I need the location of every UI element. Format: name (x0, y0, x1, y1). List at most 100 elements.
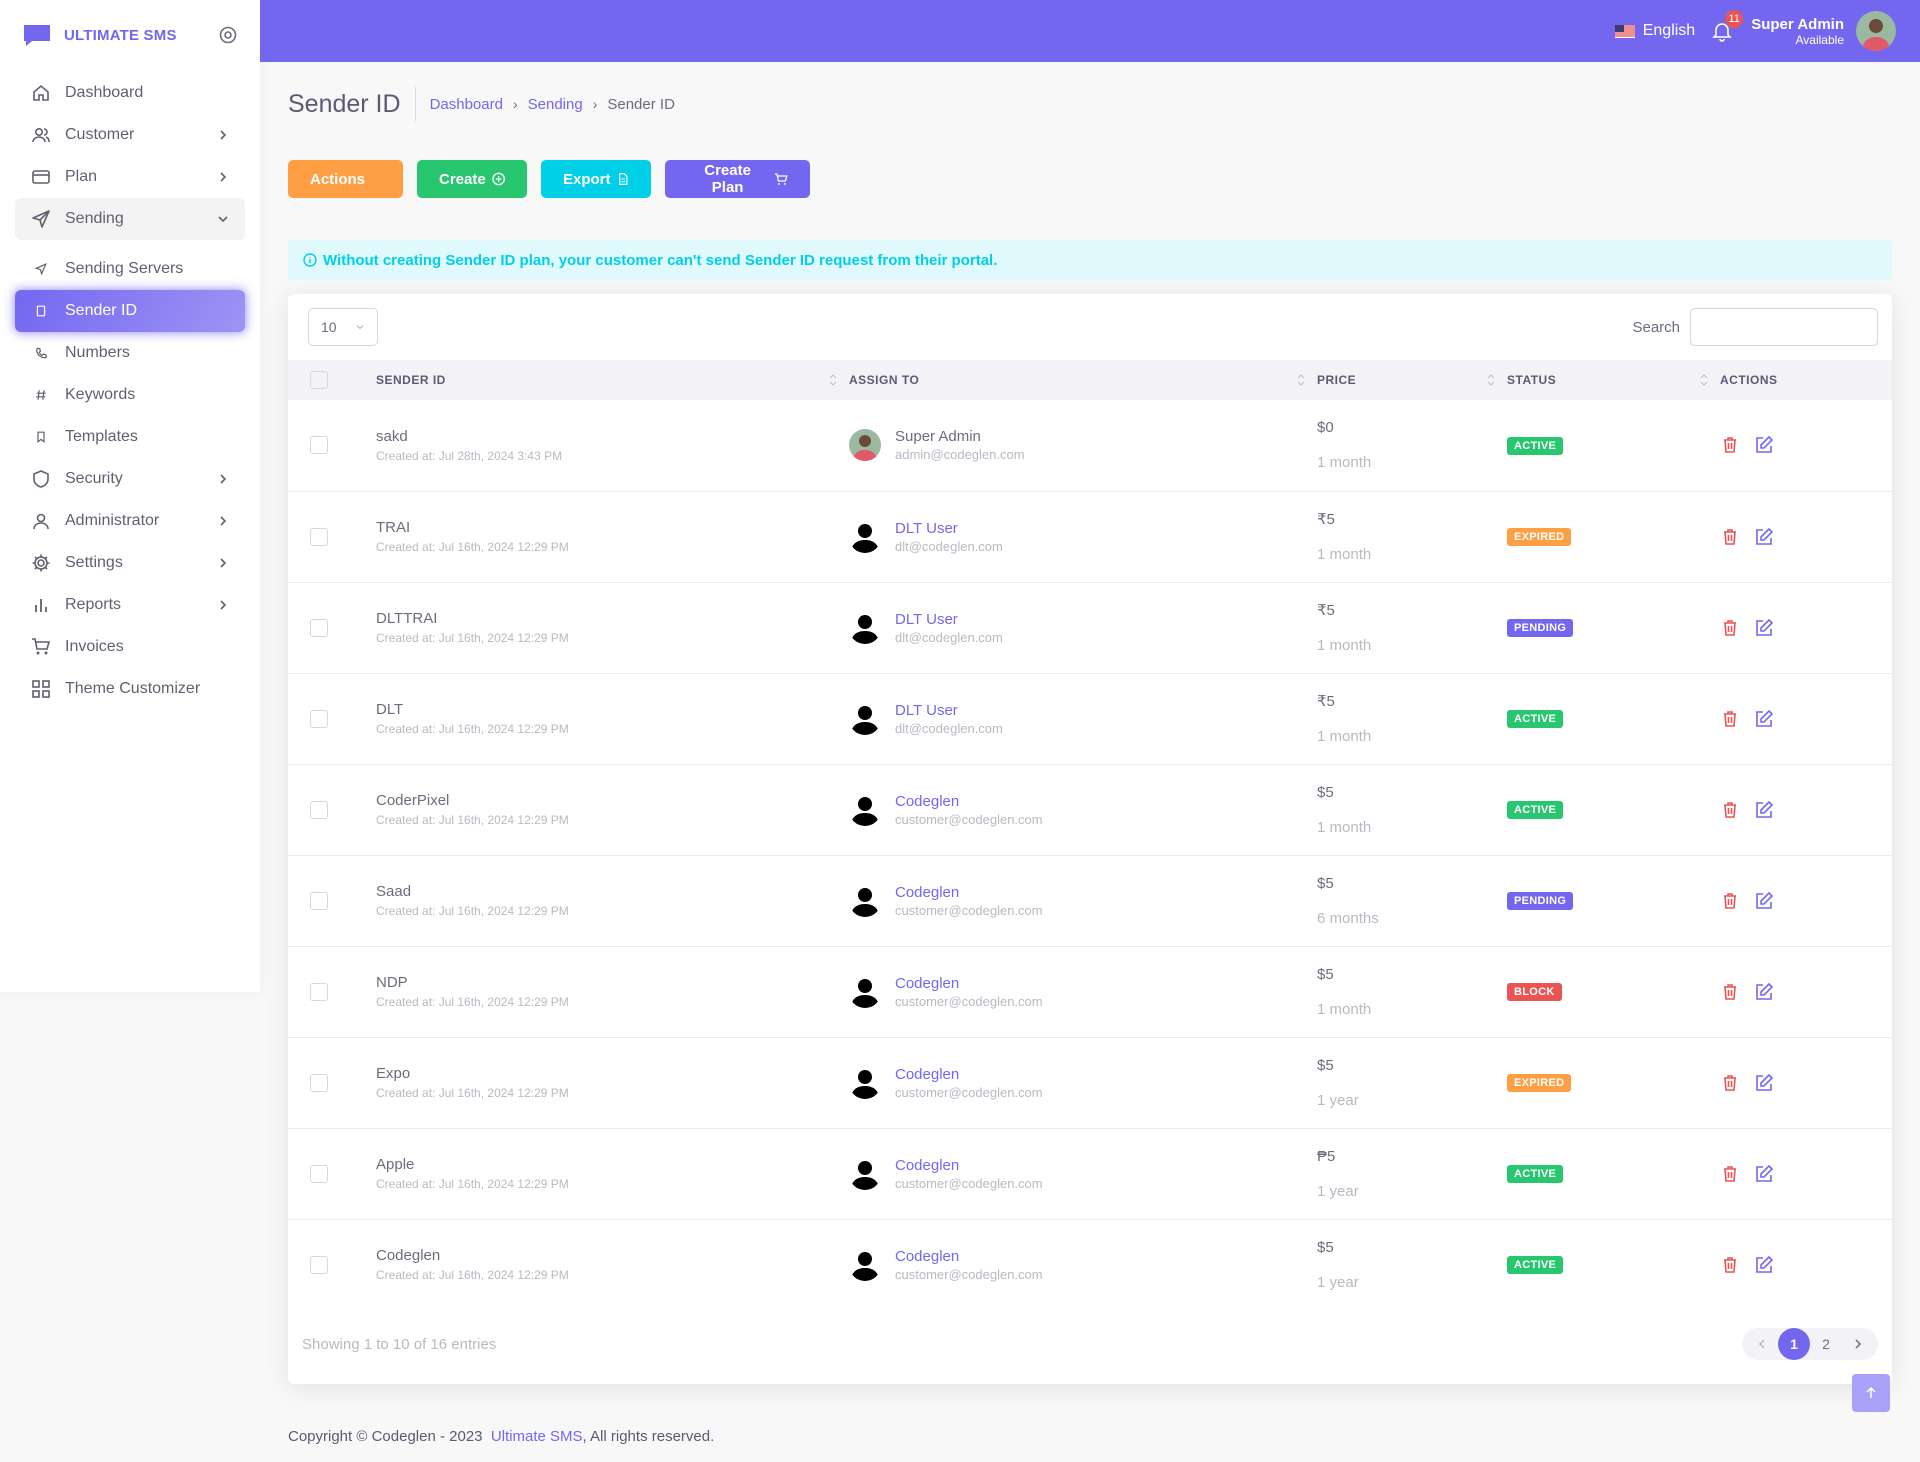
sidebar-item-security[interactable]: Security (15, 458, 245, 500)
sidebar-item-theme-customizer[interactable]: Theme Customizer (15, 668, 245, 710)
assign-cell: Codeglen customer@codeglen.com (849, 1219, 1317, 1310)
trash-icon[interactable] (1720, 435, 1740, 455)
trash-icon[interactable] (1720, 800, 1740, 820)
sidebar-item-numbers[interactable]: Numbers (15, 332, 245, 374)
edit-icon[interactable] (1754, 435, 1774, 455)
price-amount: $5 (1317, 965, 1334, 983)
sidebar-item-reports[interactable]: Reports (15, 584, 245, 626)
breadcrumb-dashboard[interactable]: Dashboard (429, 95, 503, 113)
trash-icon[interactable] (1720, 618, 1740, 638)
select-all-checkbox[interactable] (310, 371, 328, 389)
assignee-name[interactable]: DLT User (895, 519, 958, 537)
brand[interactable]: ULTIMATE SMS (0, 0, 260, 70)
assignee-name[interactable]: Codeglen (895, 1156, 960, 1174)
trash-icon[interactable] (1720, 527, 1740, 547)
scroll-to-top-button[interactable] (1852, 1374, 1890, 1412)
chat-logo-icon (24, 25, 50, 46)
create-plan-label: Create Plan (704, 162, 751, 196)
edit-icon[interactable] (1754, 527, 1774, 547)
sidebar-item-invoices[interactable]: Invoices (15, 626, 245, 668)
sidebar-item-administrator[interactable]: Administrator (15, 500, 245, 542)
status-cell: ACTIVE (1507, 1219, 1720, 1310)
sidebar-item-sending-servers[interactable]: Sending Servers (15, 248, 245, 290)
row-checkbox[interactable] (310, 527, 328, 546)
breadcrumb-sending[interactable]: Sending (527, 95, 583, 113)
row-checkbox[interactable] (310, 618, 328, 637)
actions-button[interactable]: Actions (288, 160, 403, 198)
pagination-prev[interactable] (1746, 1330, 1778, 1358)
edit-icon[interactable] (1754, 800, 1774, 820)
row-checkbox[interactable] (310, 436, 328, 455)
sidebar-item-label: Administrator (65, 512, 160, 529)
edit-icon[interactable] (1754, 1255, 1774, 1275)
sidebar-item-label: Security (65, 470, 123, 487)
edit-icon[interactable] (1754, 1164, 1774, 1184)
row-checkbox[interactable] (310, 891, 328, 910)
user-menu[interactable]: Super Admin Available (1751, 16, 1844, 47)
create-plan-button[interactable]: Create Plan (665, 160, 810, 198)
row-checkbox[interactable] (310, 1073, 328, 1092)
trash-icon[interactable] (1720, 709, 1740, 729)
status-cell: EXPIRED (1507, 491, 1720, 582)
assignee-name[interactable]: DLT User (895, 701, 958, 719)
notification-count-badge: 11 (1725, 10, 1744, 28)
price-period: 1 year (1317, 1182, 1359, 1200)
sender-id-cell: TRAI Created at: Jul 16th, 2024 12:29 PM (376, 491, 849, 582)
notifications-button[interactable]: 11 (1711, 10, 1744, 42)
pagination-page-2[interactable]: 2 (1822, 1336, 1830, 1352)
sidebar-item-plan[interactable]: Plan (15, 156, 245, 198)
assignee-name[interactable]: DLT User (895, 610, 958, 628)
row-checkbox[interactable] (310, 709, 328, 728)
language-selector[interactable]: English (1614, 22, 1695, 40)
assignee-name[interactable]: Codeglen (895, 883, 960, 901)
page-length-select[interactable]: 10 (308, 308, 378, 346)
row-checkbox[interactable] (310, 982, 328, 1001)
edit-icon[interactable] (1754, 891, 1774, 911)
trash-icon[interactable] (1720, 982, 1740, 1002)
sidebar-item-label: Plan (65, 168, 98, 185)
chevron-right-icon (220, 474, 227, 484)
edit-icon[interactable] (1754, 709, 1774, 729)
price-cell: $5 1 year (1317, 1219, 1507, 1310)
cart-icon (30, 637, 51, 658)
sidebar-item-keywords[interactable]: Keywords (15, 374, 245, 416)
assignee-name[interactable]: Codeglen (895, 1065, 960, 1083)
row-checkbox[interactable] (310, 1255, 328, 1274)
sidebar-item-sending[interactable]: Sending (15, 198, 245, 240)
status-badge: EXPIRED (1507, 1074, 1572, 1092)
column-status[interactable]: STATUS (1507, 360, 1720, 400)
arrow-up-icon (1866, 1386, 1876, 1398)
pagination-page-1[interactable]: 1 (1778, 1328, 1810, 1360)
trash-icon[interactable] (1720, 1164, 1740, 1184)
column-sender-id[interactable]: SENDER ID (376, 360, 849, 400)
sender-id-name: TRAI (376, 519, 411, 536)
search-input[interactable] (1690, 308, 1878, 346)
edit-icon[interactable] (1754, 618, 1774, 638)
sidebar-item-customer[interactable]: Customer (15, 114, 245, 156)
sender-id-created: Created at: Jul 16th, 2024 12:29 PM (376, 904, 569, 918)
row-checkbox[interactable] (310, 800, 328, 819)
row-checkbox[interactable] (310, 1164, 328, 1183)
export-button[interactable]: Export (541, 160, 651, 198)
sidebar-item-dashboard[interactable]: Dashboard (15, 72, 245, 114)
column-assign-to[interactable]: ASSIGN TO (849, 360, 1317, 400)
collapse-toggle-icon[interactable] (218, 25, 238, 45)
footer-link[interactable]: Ultimate SMS (490, 1428, 583, 1445)
assignee-name[interactable]: Codeglen (895, 1247, 960, 1265)
avatar[interactable] (1856, 11, 1896, 51)
actions-cell (1720, 491, 1892, 582)
edit-icon[interactable] (1754, 1073, 1774, 1093)
assignee-name[interactable]: Codeglen (895, 792, 960, 810)
trash-icon[interactable] (1720, 891, 1740, 911)
info-alert: Without creating Sender ID plan, your cu… (288, 240, 1892, 280)
assignee-name[interactable]: Codeglen (895, 974, 960, 992)
sidebar-item-sender-id[interactable]: Sender ID (15, 290, 245, 332)
trash-icon[interactable] (1720, 1255, 1740, 1275)
edit-icon[interactable] (1754, 982, 1774, 1002)
pagination-next[interactable] (1842, 1330, 1874, 1358)
column-price[interactable]: PRICE (1317, 360, 1507, 400)
trash-icon[interactable] (1720, 1073, 1740, 1093)
sidebar-item-templates[interactable]: Templates (15, 416, 245, 458)
sidebar-item-settings[interactable]: Settings (15, 542, 245, 584)
create-button[interactable]: Create (417, 160, 527, 198)
